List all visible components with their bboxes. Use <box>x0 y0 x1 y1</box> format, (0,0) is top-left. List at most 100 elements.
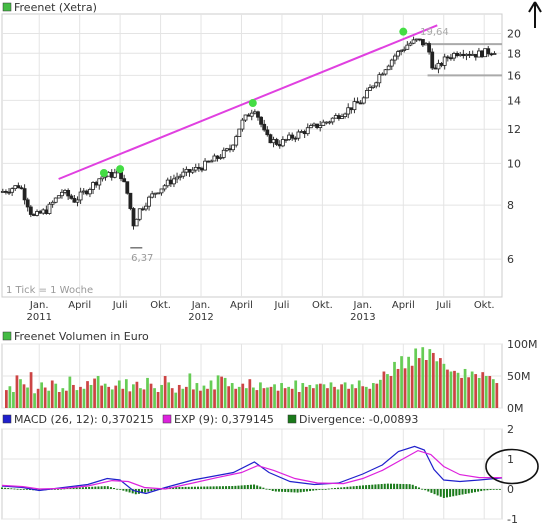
volume-bar <box>100 385 103 408</box>
volume-bar <box>460 377 463 408</box>
candle-body <box>274 139 279 145</box>
divergence-bar <box>327 488 330 490</box>
candle-body <box>411 39 416 44</box>
candle-body <box>296 131 301 139</box>
volume-bar <box>424 360 428 408</box>
candle-body <box>38 211 43 214</box>
candle-body <box>193 166 198 171</box>
candle-body <box>75 199 80 203</box>
divergence-bar <box>249 484 252 489</box>
volume-bar <box>435 361 439 408</box>
y-tick-label: 2 <box>507 423 514 436</box>
candle-body <box>32 214 36 216</box>
candle-body <box>200 168 204 171</box>
x-year-label: 2011 <box>26 312 51 323</box>
divergence-bar <box>144 489 147 493</box>
divergence-bar <box>122 489 125 491</box>
volume-bar <box>474 374 478 408</box>
divergence-bar <box>203 486 206 489</box>
legend-label: Freenet (Xetra) <box>14 1 97 14</box>
candle-body <box>312 123 316 126</box>
volume-bar <box>174 392 178 408</box>
candle-body <box>445 56 450 59</box>
divergence-bar <box>377 484 380 489</box>
candle-body <box>181 171 186 177</box>
candle-body <box>224 148 229 151</box>
trend-touch-point <box>399 27 408 36</box>
candle-body <box>473 54 478 58</box>
volume-bar <box>495 383 499 408</box>
volume-bar <box>181 388 185 408</box>
candle-body <box>470 54 475 56</box>
candle-body <box>237 128 242 138</box>
volume-bar <box>379 379 382 408</box>
candle-body <box>246 114 251 117</box>
volume-bar <box>403 368 407 408</box>
divergence-bar <box>57 489 60 490</box>
volume-bar <box>43 387 47 408</box>
divergence-bar <box>78 487 81 489</box>
volume-bar <box>135 381 139 408</box>
high-value-label: 19,64 <box>420 27 449 38</box>
divergence-bar <box>181 486 184 489</box>
x-tick-label: Okt. <box>312 300 333 311</box>
x-tick-label: Juli <box>274 300 290 311</box>
divergence-bar <box>495 489 498 490</box>
volume-bar <box>213 389 216 408</box>
candle-body <box>383 69 388 75</box>
candle-body <box>433 67 438 70</box>
divergence-bar <box>318 489 321 490</box>
highlight-circle <box>485 448 539 485</box>
divergence-bar <box>411 484 414 489</box>
candle-body <box>206 160 211 163</box>
volume-bar <box>234 388 238 408</box>
candle-body <box>420 39 425 46</box>
divergence-bar <box>268 489 271 490</box>
candle-body <box>234 136 239 146</box>
candle-body <box>265 129 270 136</box>
divergence-bar <box>389 483 392 489</box>
volume-bar <box>315 384 319 408</box>
candle-body <box>361 97 366 104</box>
x-tick-label: Jan. <box>29 300 49 311</box>
volume-bar <box>128 391 132 408</box>
volume-bar <box>248 379 252 408</box>
volume-bar <box>297 392 301 408</box>
volume-bar <box>47 390 51 408</box>
legend-label: EXP (9): 0,379145 <box>174 413 274 426</box>
volume-bar <box>269 386 273 408</box>
volume-bar <box>449 371 453 408</box>
candle-body <box>28 206 33 215</box>
volume-bar <box>446 369 449 408</box>
divergence-bar <box>237 485 240 489</box>
volume-bar <box>361 386 365 408</box>
volume-bar <box>389 376 393 408</box>
divergence-bar <box>402 484 405 489</box>
candle-body <box>380 73 385 76</box>
divergence-bar <box>19 489 22 490</box>
volume-bar <box>68 376 72 408</box>
candle-body <box>44 209 49 214</box>
volume-bar <box>407 356 410 408</box>
candle-body <box>483 48 488 58</box>
candle-body <box>137 208 142 220</box>
divergence-bar <box>290 489 293 493</box>
divergence-bar <box>116 488 119 490</box>
y-tick-label: 0M <box>507 402 524 415</box>
candle-body <box>165 179 170 187</box>
candle-body <box>392 55 397 61</box>
candle-body <box>140 208 145 211</box>
volume-bar <box>223 377 227 408</box>
divergence-bar <box>119 489 122 490</box>
divergence-bar <box>265 488 268 490</box>
volume-bar <box>160 384 163 408</box>
divergence-bar <box>72 487 75 489</box>
divergence-bar <box>94 486 97 489</box>
divergence-bar <box>492 489 495 490</box>
divergence-bar <box>333 487 336 489</box>
candle-body <box>168 179 173 185</box>
candle-body <box>389 59 394 67</box>
volume-bar <box>15 375 19 408</box>
candle-body <box>293 137 298 140</box>
candle-body <box>243 114 248 121</box>
